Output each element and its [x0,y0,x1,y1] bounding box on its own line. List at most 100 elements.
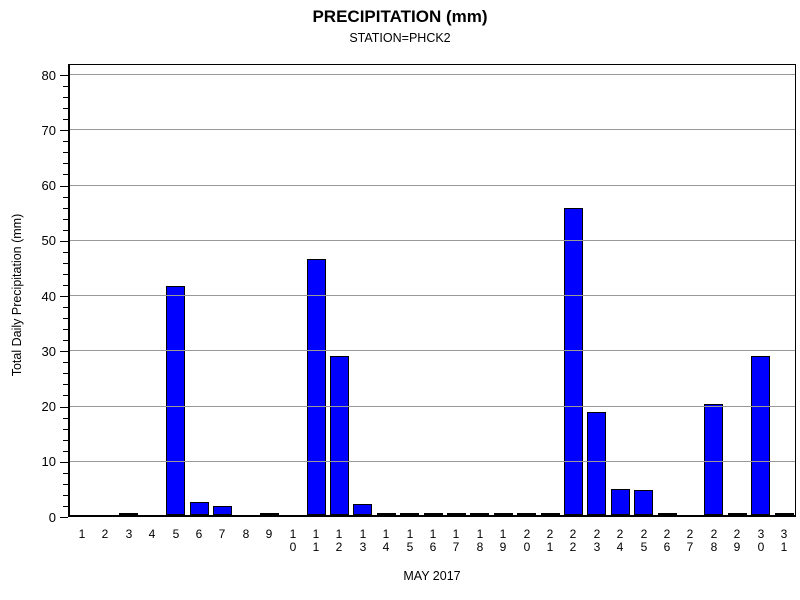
x-tick-label-2: 2 [101,527,109,541]
y-major-tick-40 [60,296,68,297]
y-major-tick-60 [60,186,68,187]
y-minor-tick-56 [63,208,68,209]
x-tick-label-11: 1 1 [312,527,320,554]
y-minor-tick-36 [63,318,68,319]
x-axis-title: MAY 2017 [403,569,461,583]
y-minor-tick-8 [63,473,68,474]
y-minor-tick-38 [63,307,68,308]
bar-day-7 [213,506,232,515]
x-tick-label-30: 3 0 [757,527,765,554]
y-minor-tick-4 [63,495,68,496]
y-tick-label-70: 70 [41,123,56,138]
bar-day-23 [587,412,606,515]
gridline-80 [70,74,795,75]
y-major-tick-30 [60,351,68,352]
bar-day-17 [447,513,466,515]
y-minor-tick-72 [63,119,68,120]
gridline-70 [70,129,795,131]
x-tick-label-13: 1 3 [359,527,367,554]
gridline-10 [70,460,795,462]
y-minor-tick-44 [63,274,68,275]
x-tick-label-12: 1 2 [335,527,343,554]
y-minor-tick-64 [63,163,68,164]
bar-day-18 [470,513,489,515]
bar-day-22 [564,208,583,515]
y-minor-tick-58 [63,197,68,198]
y-major-tick-20 [60,407,68,408]
bar-day-16 [424,513,443,515]
y-tick-label-30: 30 [41,344,56,359]
y-minor-tick-78 [63,86,68,87]
y-major-tick-50 [60,241,68,242]
y-minor-tick-2 [63,506,68,507]
y-minor-tick-6 [63,484,68,485]
bar-day-6 [190,502,209,515]
y-minor-tick-16 [63,429,68,430]
y-minor-tick-48 [63,252,68,253]
bar-day-13 [353,504,372,515]
bar-day-31 [775,513,794,515]
gridline-30 [70,350,795,352]
gridline-40 [70,295,795,296]
x-tick-label-26: 2 6 [663,527,671,554]
x-tick-label-7: 7 [218,527,226,541]
y-tick-label-60: 60 [41,178,56,193]
bar-day-19 [494,513,513,515]
x-tick-label-16: 1 6 [429,527,437,554]
x-tick-label-9: 9 [265,527,273,541]
x-tick-label-4: 4 [148,527,156,541]
y-minor-tick-12 [63,451,68,452]
y-minor-tick-46 [63,263,68,264]
x-tick-label-25: 2 5 [640,527,648,554]
y-minor-tick-52 [63,230,68,231]
y-minor-tick-24 [63,384,68,385]
y-minor-tick-32 [63,340,68,341]
y-minor-tick-66 [63,152,68,153]
y-major-tick-0 [60,517,68,518]
x-tick-label-20: 2 0 [523,527,531,554]
bar-day-26 [658,513,677,515]
bar-day-25 [634,490,653,515]
x-tick-label-29: 2 9 [733,527,741,554]
bar-day-5 [166,286,185,515]
x-tick-label-21: 2 1 [546,527,554,554]
bar-day-30 [751,356,770,515]
gridline-20 [70,405,795,407]
y-tick-label-0: 0 [48,510,56,525]
gridline-50 [70,239,795,241]
x-tick-label-23: 2 3 [593,527,601,554]
bar-day-14 [377,513,396,515]
y-axis-title: Total Daily Precipitation (mm) [10,213,24,377]
x-tick-label-22: 2 2 [569,527,577,554]
y-minor-tick-76 [63,97,68,98]
y-minor-tick-22 [63,395,68,396]
bar-day-11 [307,259,326,515]
x-tick-label-17: 1 7 [452,527,460,554]
bar-day-20 [517,513,536,515]
bar-day-15 [400,513,419,515]
x-tick-label-8: 8 [242,527,250,541]
x-tick-label-28: 2 8 [710,527,718,554]
y-minor-tick-62 [63,174,68,175]
x-tick-label-15: 1 5 [406,527,414,554]
x-tick-label-3: 3 [125,527,133,541]
x-tick-label-10: 1 0 [289,527,297,554]
y-minor-tick-14 [63,440,68,441]
x-tick-label-24: 2 4 [616,527,624,554]
bar-day-21 [541,513,560,515]
x-tick-label-6: 6 [195,527,203,541]
y-minor-tick-68 [63,141,68,142]
bar-day-24 [611,489,630,515]
bar-day-3 [119,513,138,515]
plot-area [68,64,796,517]
y-minor-tick-18 [63,418,68,419]
y-minor-tick-28 [63,362,68,363]
y-minor-tick-26 [63,373,68,374]
y-major-tick-10 [60,462,68,463]
y-minor-tick-54 [63,219,68,220]
x-tick-label-27: 2 7 [686,527,694,554]
y-tick-label-20: 20 [41,399,56,414]
bar-day-28 [704,404,723,515]
x-tick-label-18: 1 8 [476,527,484,554]
